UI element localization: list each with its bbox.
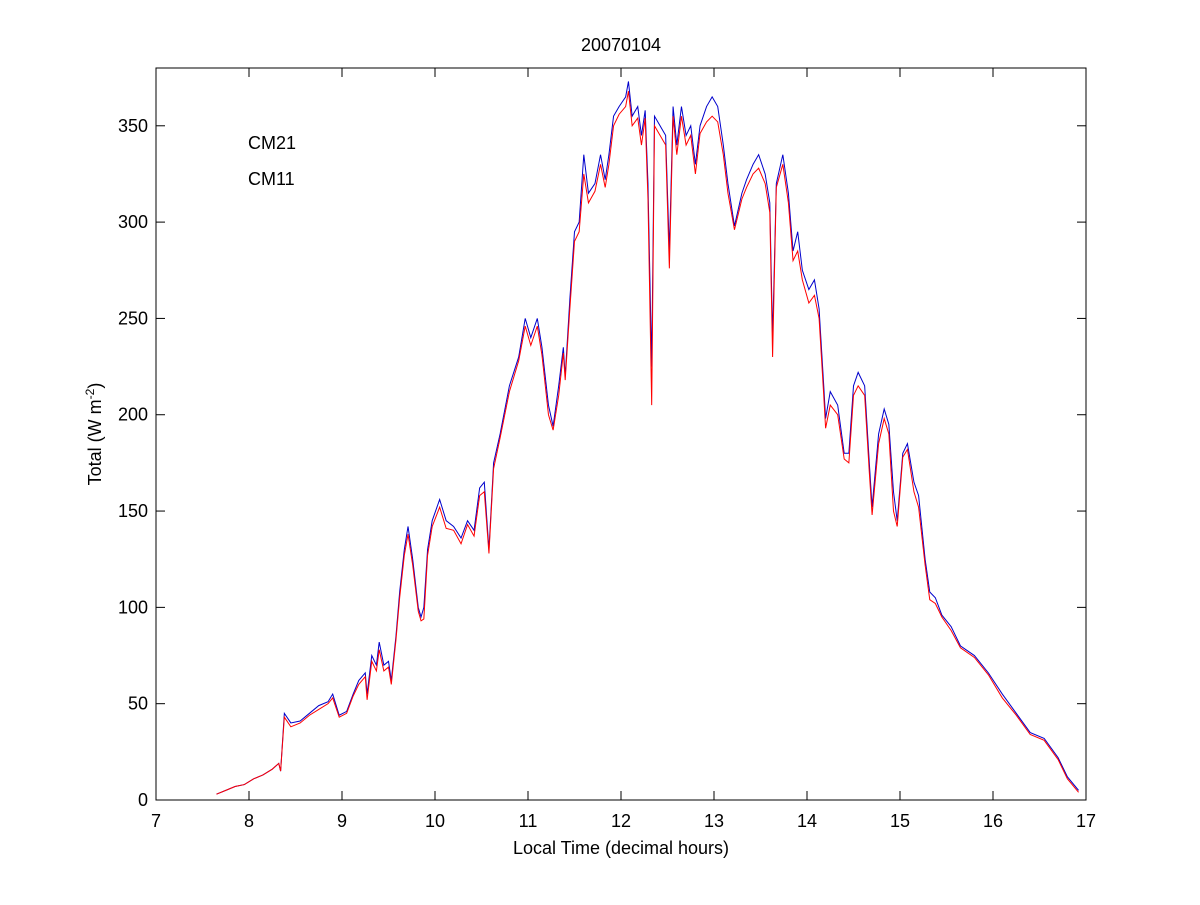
series-line: [216, 91, 1079, 795]
x-tick-label: 10: [425, 811, 445, 831]
y-tick-label: 200: [118, 405, 148, 425]
y-tick-label: 0: [138, 790, 148, 810]
x-tick-label: 16: [983, 811, 1003, 831]
y-tick-label: 50: [128, 694, 148, 714]
series-line: [216, 81, 1079, 795]
y-axis-label-part: ): [85, 383, 105, 389]
x-tick-label: 11: [519, 811, 538, 831]
y-axis-label-sup: -2: [83, 388, 97, 399]
y-axis-label: Total (W m-2): [83, 383, 105, 486]
y-tick-label: 150: [118, 501, 148, 521]
y-tick-label: 300: [118, 212, 148, 232]
x-tick-label: 7: [151, 811, 161, 831]
x-tick-label: 15: [890, 811, 910, 831]
y-tick-label: 350: [118, 116, 148, 136]
x-tick-label: 13: [704, 811, 724, 831]
y-axis-label-part: Total (W m: [85, 399, 105, 485]
x-axis-label: Local Time (decimal hours): [513, 838, 729, 858]
x-tick-label: 8: [244, 811, 254, 831]
y-tick-label: 250: [118, 308, 148, 328]
legend-entry: CM21: [248, 133, 296, 153]
chart-title: 20070104: [581, 35, 661, 55]
x-tick-label: 9: [337, 811, 347, 831]
legend-entry: CM11: [248, 169, 295, 189]
x-tick-label: 17: [1076, 811, 1096, 831]
y-tick-label: 100: [118, 597, 148, 617]
x-tick-label: 14: [797, 811, 817, 831]
x-tick-label: 12: [611, 811, 631, 831]
